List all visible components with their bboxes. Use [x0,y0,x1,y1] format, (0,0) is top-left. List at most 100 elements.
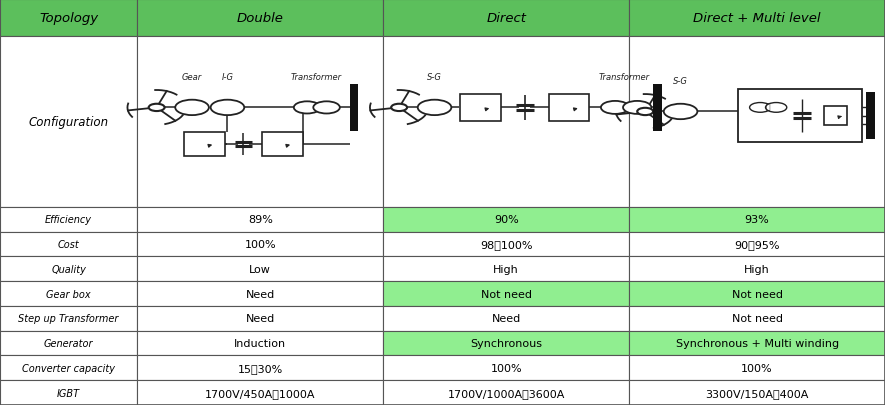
Bar [137,257,383,281]
Text: Not need: Not need [732,313,782,324]
Bar [137,37,383,207]
Bar [653,85,662,131]
Bar [629,232,885,257]
Text: Synchronous + Multi winding: Synchronous + Multi winding [675,338,839,348]
Bar [824,107,847,126]
Circle shape [637,109,653,116]
Text: 90%: 90% [494,215,519,225]
Bar [383,232,629,257]
Bar [0,331,137,356]
Bar [0,306,137,331]
Text: Gear: Gear [182,73,202,82]
Bar [137,380,383,405]
Bar [137,207,383,232]
Bar [0,281,137,306]
Bar [549,95,589,121]
Bar [383,0,629,37]
Text: Not need: Not need [481,289,532,299]
Text: Transformer: Transformer [290,73,342,82]
Text: 3300V/150A～400A: 3300V/150A～400A [705,388,809,398]
Text: 本: 本 [766,102,771,111]
Bar [629,331,885,356]
Bar [137,232,383,257]
Text: Need: Need [245,289,275,299]
Bar [629,281,885,306]
Text: 100%: 100% [742,363,773,373]
Text: 15～30%: 15～30% [237,363,283,373]
Bar [629,257,885,281]
Text: Not need: Not need [732,289,782,299]
Text: I-G: I-G [221,73,234,82]
Text: 100%: 100% [244,239,276,249]
Bar [383,380,629,405]
Bar [0,232,137,257]
Text: Induction: Induction [235,338,286,348]
Text: High: High [744,264,770,274]
Bar [0,37,137,207]
Bar [350,85,358,131]
Text: Need: Need [491,313,521,324]
Bar [184,132,225,157]
Text: Synchronous: Synchronous [470,338,543,348]
Circle shape [664,104,697,120]
Text: 93%: 93% [745,215,769,225]
Bar [629,380,885,405]
Text: Efficiency: Efficiency [45,215,92,225]
Bar [0,380,137,405]
Text: Low: Low [250,264,271,274]
Text: IGBT: IGBT [57,388,81,398]
Text: Step up Transformer: Step up Transformer [19,313,119,324]
Text: Double: Double [237,12,283,25]
Text: S-G: S-G [427,73,442,82]
Text: 100%: 100% [490,363,522,373]
Text: 1700V/450A～1000A: 1700V/450A～1000A [205,388,315,398]
Bar [383,331,629,356]
Circle shape [418,100,451,116]
Text: Need: Need [245,313,275,324]
Circle shape [391,104,407,112]
Bar [629,306,885,331]
Circle shape [623,102,651,115]
Text: Configuration: Configuration [28,116,109,129]
Text: High: High [493,264,519,274]
Circle shape [766,103,787,113]
Bar [137,0,383,37]
Bar [460,95,501,121]
Text: Converter capacity: Converter capacity [22,363,115,373]
Text: Topology: Topology [39,12,98,25]
Text: Cost: Cost [58,239,80,249]
Circle shape [211,100,244,116]
Circle shape [601,102,629,115]
Text: S-G: S-G [673,77,688,86]
Bar [629,37,885,207]
Circle shape [149,104,165,112]
Bar [0,257,137,281]
Bar [738,90,862,143]
Bar [383,281,629,306]
Circle shape [313,102,340,114]
Bar [383,37,629,207]
Text: 98～100%: 98～100% [480,239,533,249]
Text: Direct: Direct [486,12,527,25]
Text: Generator: Generator [44,338,93,348]
Bar [383,207,629,232]
Bar [137,331,383,356]
Bar [137,356,383,380]
Circle shape [175,100,209,116]
Text: 1700V/1000A～3600A: 1700V/1000A～3600A [448,388,565,398]
Bar [137,306,383,331]
Bar [0,356,137,380]
Bar [629,207,885,232]
Circle shape [750,103,771,113]
Bar [383,306,629,331]
Text: Quality: Quality [51,264,86,274]
Text: Gear box: Gear box [46,289,91,299]
Bar [866,93,875,139]
Text: 90～95%: 90～95% [735,239,780,249]
Bar [137,281,383,306]
Bar [629,0,885,37]
Text: Transformer: Transformer [598,73,650,82]
Bar [0,207,137,232]
Bar [629,356,885,380]
Text: 89%: 89% [248,215,273,225]
